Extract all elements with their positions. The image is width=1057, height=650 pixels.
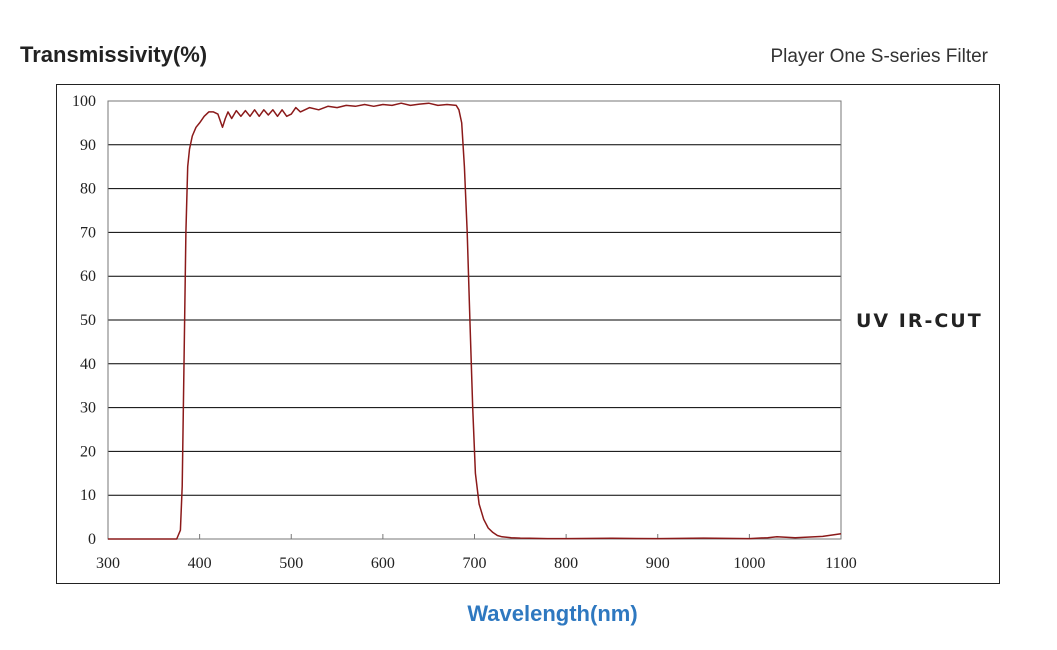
chart-frame [56,84,1000,584]
y-tick-label: 80 [80,181,96,198]
x-tick-label: 500 [279,555,303,572]
x-axis-title: Wavelength(nm) [467,601,638,626]
x-tick-label: 400 [188,555,212,572]
x-tick-label: 900 [646,555,670,572]
x-tick-label: 1000 [733,555,765,572]
y-tick-label: 100 [72,93,96,110]
x-tick-label: 600 [371,555,395,572]
y-axis-title: Transmissivity(%) [20,42,208,67]
y-tick-label: 0 [88,531,96,548]
series-label-uv-ir-cut: UV IR-CUT [856,310,983,332]
y-tick-label: 50 [80,312,96,329]
y-tick-labels: 0 10 20 30 40 50 60 70 80 90 100 [72,93,96,548]
x-tick-label: 800 [554,555,578,572]
y-tick-label: 60 [80,268,96,285]
grid-lines [108,100,841,540]
y-tick-label: 30 [80,400,96,417]
y-tick-label: 90 [80,137,96,154]
y-tick-label: 20 [80,443,96,460]
x-tick-labels: 300 400 500 600 700 800 900 1000 1100 [96,534,857,572]
chart-title: Player One S-series Filter [770,46,988,67]
y-tick-label: 40 [80,356,96,373]
y-tick-label: 70 [80,224,96,241]
series-line-uv-ir-cut [108,102,842,540]
x-tick-label: 1100 [825,555,856,572]
x-tick-label: 700 [463,555,487,572]
x-tick-label: 300 [96,555,120,572]
y-tick-label: 10 [80,487,96,504]
